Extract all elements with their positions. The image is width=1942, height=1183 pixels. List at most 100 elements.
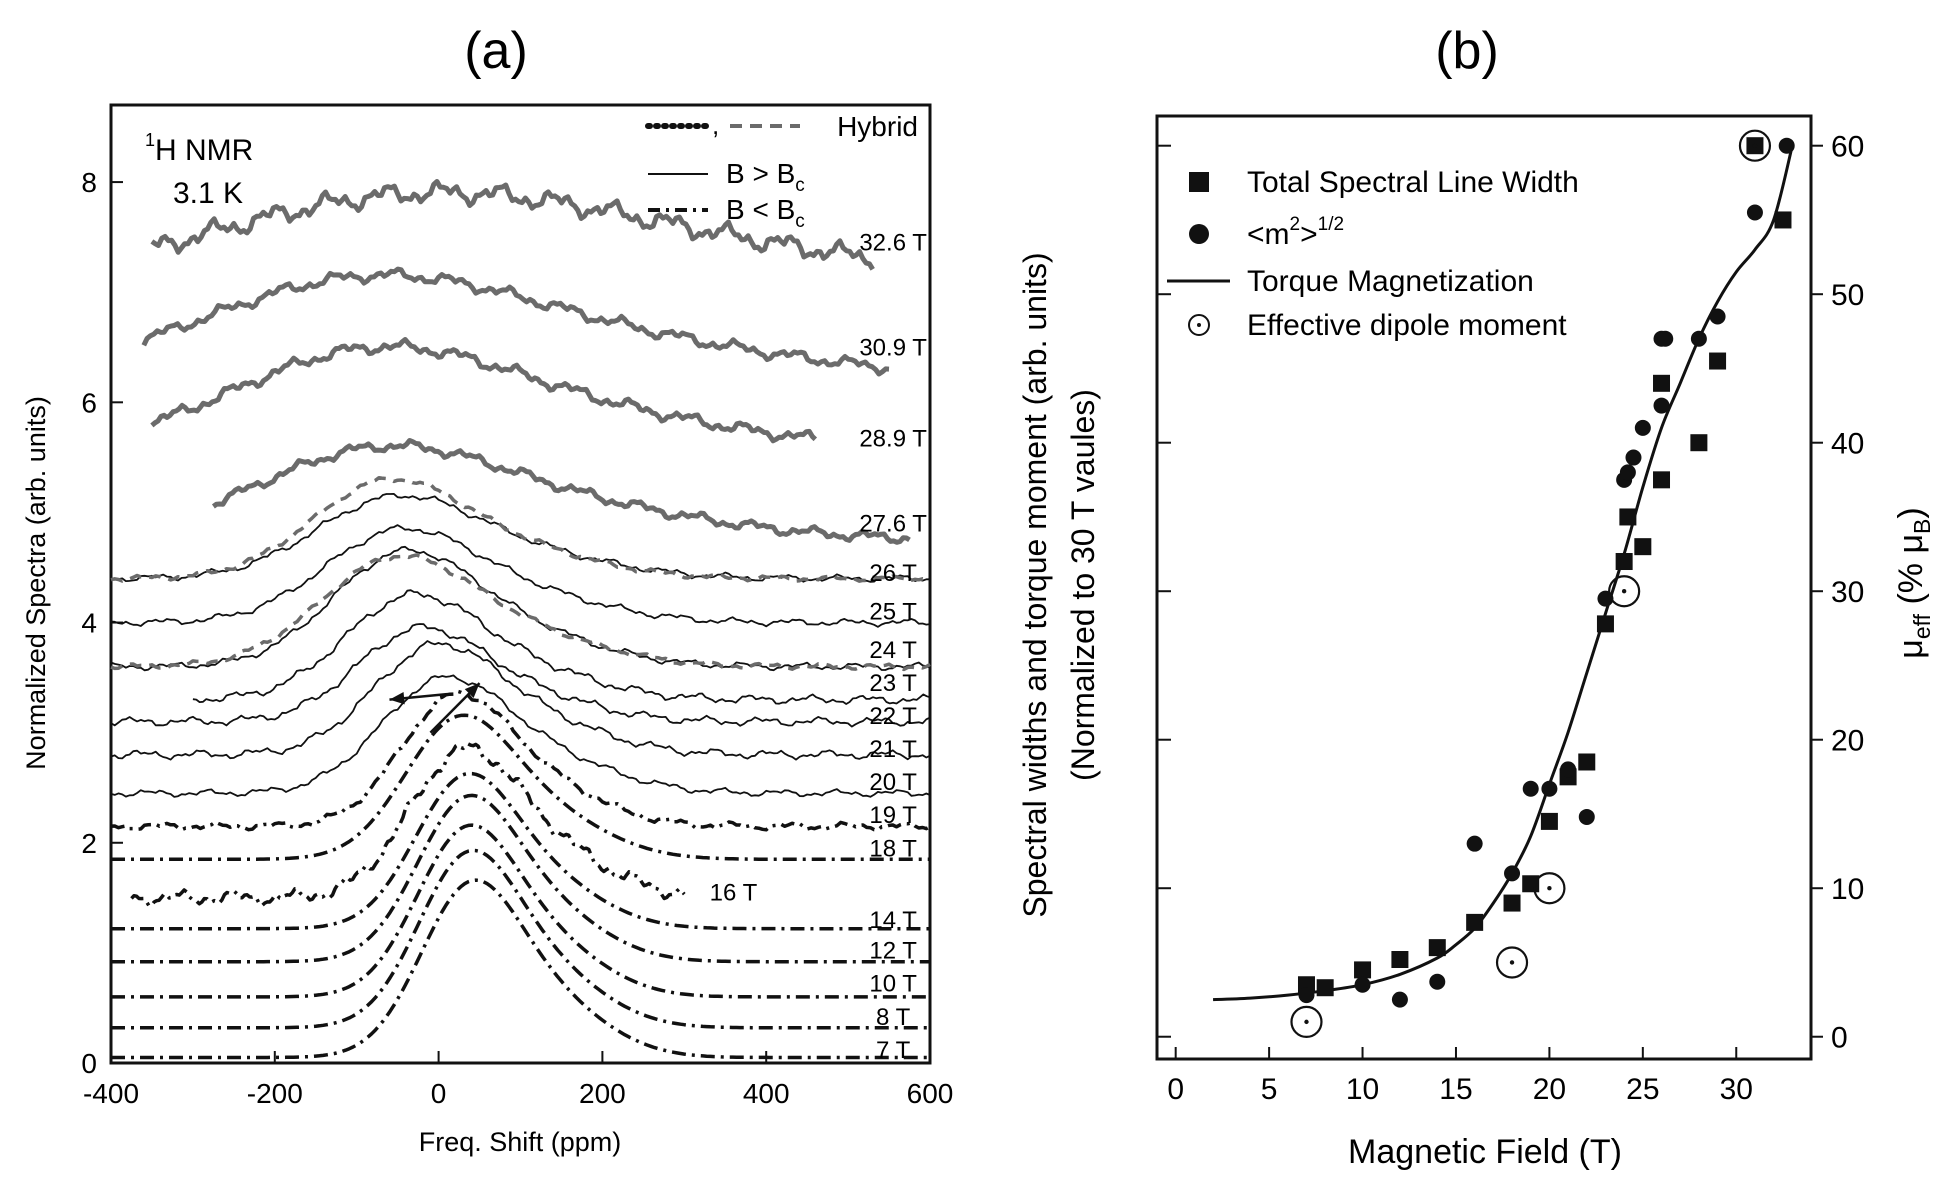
panel-b-x-axis-label: Magnetic Field (T) <box>1348 1133 1622 1171</box>
dipole-moment-point <box>1495 946 1529 979</box>
dipole-moment-point <box>1533 872 1566 905</box>
panel-a-curve-label: 10 T <box>869 971 917 998</box>
m2-point <box>1709 308 1726 325</box>
panel-b-right-tick-label: 0 <box>1831 1022 1848 1055</box>
panel-a-annotation-temperature: 3.1 K <box>173 177 243 210</box>
dipole-moment-point <box>1608 575 1641 608</box>
legend-circle-label-open: <m <box>1247 218 1290 251</box>
m2-point <box>1560 761 1577 778</box>
legend-hybrid-label: Hybrid <box>837 111 918 142</box>
legend-hybrid-separator: , <box>712 110 719 140</box>
m2-point <box>1746 204 1763 221</box>
panel-a-x-tick-label: 200 <box>579 1078 626 1109</box>
line-width-point <box>1503 894 1521 912</box>
m2-point <box>1619 464 1636 481</box>
panel-a-spectrum-19-t <box>110 689 931 832</box>
legend-dashdot-label-text: B < B <box>726 194 795 225</box>
panel-a-spectrum-10-t <box>111 823 930 999</box>
panel-a-y-axis-label: Normalized Spectra (arb. units) <box>21 396 51 770</box>
panel-b-right-tick-label: 10 <box>1831 873 1864 906</box>
panel-a-spectrum-24-t <box>110 545 931 672</box>
panel-a-curve-label: 8 T <box>876 1004 911 1031</box>
line-width-point <box>1709 352 1727 370</box>
m2-point <box>1690 330 1707 347</box>
panel-b-legend: Total Spectral Line Width <m2>1/2 Torque… <box>1167 166 1579 342</box>
panel-b-right-axis-sub: eff <box>1909 613 1935 639</box>
m2-point <box>1466 835 1483 852</box>
m2-point <box>1653 397 1670 414</box>
legend-line-label: Torque Magnetization <box>1247 265 1534 298</box>
panel-a-spectrum-21-t <box>110 640 931 761</box>
dipole-moment-point-dot <box>1752 143 1758 148</box>
m2-point <box>1522 780 1539 797</box>
panel-a-annotation-nucleus: 1H NMR <box>145 130 253 167</box>
panel-a-annotation-superscript: 1 <box>145 130 155 150</box>
panel-a-spectrum-25-t <box>110 524 931 628</box>
legend-circle-marker <box>1189 224 1209 244</box>
panel-b-plot-frame <box>1155 114 1813 1061</box>
panel-b-x-tick-label: 5 <box>1261 1073 1278 1106</box>
dipole-moment-point-dot <box>1547 886 1552 891</box>
panel-a-x-tick-label: 600 <box>907 1078 954 1109</box>
panel-a-curve-label: 26 T <box>869 560 917 587</box>
panel-a-spectrum-28-9-t <box>150 337 818 444</box>
line-width-point <box>1316 979 1334 997</box>
line-width-point <box>1578 753 1596 771</box>
panel-a-plot-frame <box>109 103 932 1065</box>
m2-point <box>1504 865 1521 882</box>
panel-b-points <box>1290 129 1795 1038</box>
line-width-point <box>1690 434 1708 452</box>
line-width-point <box>1653 374 1671 392</box>
m2-point <box>1657 330 1674 347</box>
panel-a-ticks: -400 -200 0 200 400 600 0 2 4 6 8 <box>81 167 953 1109</box>
panel-a-curve-label: 23 T <box>869 670 917 697</box>
panel-a-spectrum-27-6-t <box>211 438 911 545</box>
line-width-point <box>1354 961 1372 979</box>
panel-a-curve-label: 20 T <box>869 769 917 796</box>
dipole-moment-point-dot <box>1304 1019 1309 1025</box>
panel-a-legend: , Hybrid B > Bc B < Bc <box>645 110 918 232</box>
panel-a-spectrum-20-t <box>110 674 931 798</box>
legend-dotcircle-dot <box>1197 323 1201 327</box>
m2-point <box>1298 987 1315 1004</box>
panel-a-spectrum-8-t <box>111 848 930 1030</box>
panel-b-right-axis-label: μeff (% μB) <box>1892 507 1935 658</box>
line-width-point <box>1540 812 1558 830</box>
legend-circle-label-sup2: 1/2 <box>1318 214 1344 235</box>
line-width-point <box>1615 553 1633 571</box>
panel-a-x-tick-label: -200 <box>247 1078 303 1109</box>
line-width-point <box>1428 939 1446 957</box>
m2-point <box>1354 976 1371 993</box>
panel-a-annotation-nucleus-name: H NMR <box>155 134 253 167</box>
panel-a-y-tick-label: 2 <box>81 828 97 859</box>
panel-b-y-axis-label-2: (Normalized to 30 T vaules) <box>1065 389 1101 781</box>
dipole-moment-point <box>1290 1005 1323 1038</box>
panel-b-right-tick-label: 50 <box>1831 279 1864 312</box>
panel-b-y-axis-label: Spectral widths and torque moment (arb. … <box>1017 252 1053 917</box>
panel-b-chart: (b) 0 5 10 15 20 25 30 0 10 20 30 40 50 60 Total Spec… <box>1017 22 1935 1171</box>
legend-square-label: Total Spectral Line Width <box>1247 166 1579 199</box>
dipole-moment-point <box>1738 129 1772 162</box>
panel-a-x-axis-label: Freq. Shift (ppm) <box>419 1127 622 1157</box>
line-width-point <box>1466 913 1484 931</box>
panel-a-spectrum-24-t-hybrid <box>110 553 931 672</box>
line-width-point <box>1634 538 1652 556</box>
panel-b-x-tick-label: 30 <box>1720 1073 1753 1106</box>
m2-point <box>1578 808 1595 825</box>
line-width-point <box>1596 615 1614 633</box>
line-width-point <box>1522 875 1540 893</box>
panel-a-spectrum-23-t <box>192 589 931 705</box>
dipole-moment-point-dot <box>1509 960 1515 965</box>
line-width-point <box>1619 508 1637 526</box>
panel-a-curves <box>110 179 931 1060</box>
panel-a-curve-label: 22 T <box>869 703 917 730</box>
panel-a-x-tick-label: -400 <box>83 1078 139 1109</box>
panel-a-spectrum-32-6-t <box>150 179 875 271</box>
m2-point <box>1429 973 1446 990</box>
panel-b-right-axis-close: ) <box>1892 507 1930 518</box>
panel-b-title: (b) <box>1435 22 1499 80</box>
panel-b-right-axis-unit-sub: B <box>1909 519 1935 534</box>
panel-b-x-tick-label: 25 <box>1626 1073 1659 1106</box>
panel-a-curve-label: 18 T <box>869 835 917 862</box>
